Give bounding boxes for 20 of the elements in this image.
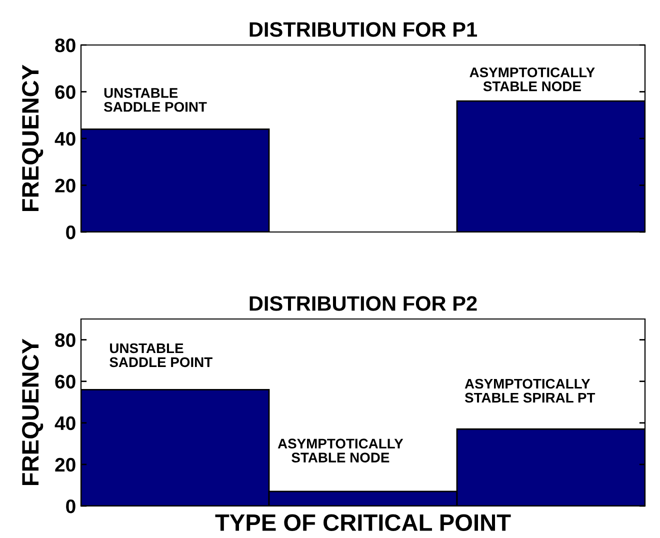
y-axis-title: FREQUENCY xyxy=(22,64,44,212)
chart-title: DISTRIBUTION FOR P2 xyxy=(250,296,477,311)
y-tick-label: 60 xyxy=(55,85,76,99)
x-axis-title: TYPE OF CRITICAL POINT xyxy=(215,514,511,531)
y-axis-title: FREQUENCY xyxy=(22,338,44,486)
y-tick-label: 20 xyxy=(55,458,76,472)
y-tick-label: 40 xyxy=(54,132,76,146)
chart-title: DISTRIBUTION FOR P1 xyxy=(250,22,478,37)
y-tick-label: 80 xyxy=(55,38,76,52)
annotation: ASYMPTOTICALLY STABLE NODE xyxy=(278,438,404,462)
annotation: ASYMPTOTICALLY STABLE SPIRAL PT xyxy=(464,378,596,403)
y-tick-label: 20 xyxy=(55,178,76,192)
annotation: UNSTABLE SADDLE POINT xyxy=(104,88,207,112)
annotation: UNSTABLE SADDLE POINT xyxy=(110,343,212,368)
y-tick-label: 80 xyxy=(55,333,76,348)
y-tick-label: 40 xyxy=(54,416,76,430)
y-tick-label: 0 xyxy=(66,225,76,240)
y-tick-label: 60 xyxy=(55,374,76,389)
annotation: ASYMPTOTICALLY STABLE NODE xyxy=(470,67,595,92)
y-tick-label: 0 xyxy=(66,499,76,514)
